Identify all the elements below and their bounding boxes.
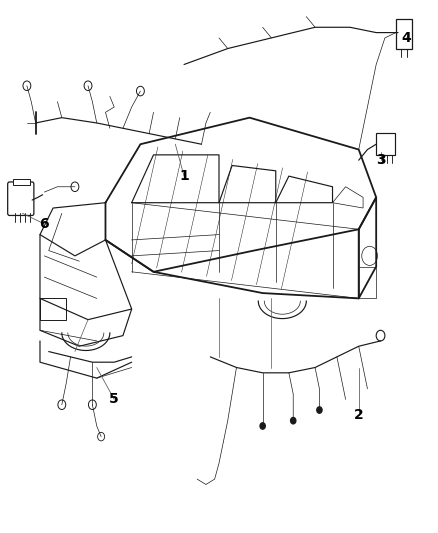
FancyBboxPatch shape (8, 182, 34, 215)
Text: 5: 5 (110, 392, 119, 406)
Text: 3: 3 (376, 153, 385, 167)
Bar (396, 19, 413, 49)
Circle shape (317, 407, 322, 413)
Text: 1: 1 (179, 169, 189, 183)
Circle shape (260, 423, 265, 429)
Circle shape (290, 417, 296, 424)
Text: 4: 4 (402, 31, 412, 45)
Text: 6: 6 (39, 217, 49, 231)
Bar (13, 179, 30, 185)
Bar (40, 298, 66, 320)
Bar (376, 133, 395, 155)
Text: 2: 2 (354, 408, 364, 422)
